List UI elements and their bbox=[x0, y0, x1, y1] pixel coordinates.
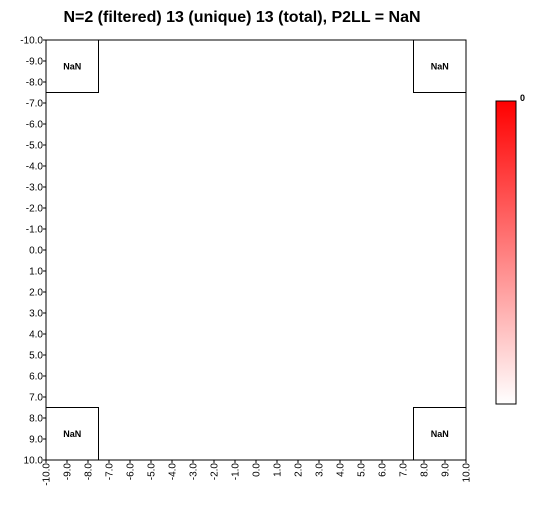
y-tick-label: 8.0 bbox=[29, 414, 43, 425]
x-tick-label: 9.0 bbox=[441, 463, 452, 477]
heatmap-cell-label: NaN bbox=[63, 429, 81, 439]
y-tick-label: -3.0 bbox=[26, 183, 44, 194]
x-tick-label: -3.0 bbox=[189, 463, 200, 481]
x-tick-label: 2.0 bbox=[294, 463, 305, 477]
x-tick-label: -8.0 bbox=[84, 463, 95, 481]
y-tick-label: 7.0 bbox=[29, 393, 43, 404]
heatmap-cell: NaN bbox=[413, 39, 467, 93]
x-tick-label: 1.0 bbox=[273, 463, 284, 477]
y-tick-label: 3.0 bbox=[29, 309, 43, 320]
heatmap-cell-label: NaN bbox=[63, 61, 81, 71]
x-tick-label: 7.0 bbox=[399, 463, 410, 477]
heatmap-cell: NaN bbox=[413, 407, 467, 461]
x-tick-label: 0.0 bbox=[252, 463, 263, 477]
heatmap-cell-rect bbox=[45, 39, 99, 93]
x-tick-label: 10.0 bbox=[462, 463, 473, 483]
heatmap-cell-rect bbox=[45, 407, 99, 461]
x-tick-label: 8.0 bbox=[420, 463, 431, 477]
x-tick-label: -9.0 bbox=[63, 463, 74, 481]
x-tick-label: 3.0 bbox=[315, 463, 326, 477]
x-tick-label: -2.0 bbox=[210, 463, 221, 481]
chart-title: N=2 (filtered) 13 (unique) 13 (total), P… bbox=[63, 9, 421, 26]
y-tick-label: 10.0 bbox=[24, 456, 44, 467]
x-axis: -10.0 -9.0 -8.0 -7.0 -6.0 -5.0 -4.0 -3.0 -2.0 -1.… bbox=[42, 460, 473, 486]
plot-area bbox=[45, 39, 467, 461]
colorbar-max-label: 0 bbox=[520, 93, 525, 103]
y-tick-label: 1.0 bbox=[29, 267, 43, 278]
heatmap-cell: NaN bbox=[45, 407, 99, 461]
y-axis: -10.0 -9.0 -8.0 -7.0 -6.0 -5.0 -4.0 -3.0 -2.0 -1.… bbox=[20, 36, 46, 467]
y-tick-label: -9.0 bbox=[26, 57, 44, 68]
y-tick-label: -2.0 bbox=[26, 204, 44, 215]
y-tick-label: 2.0 bbox=[29, 288, 43, 299]
y-tick-label: 0.0 bbox=[29, 246, 43, 257]
y-tick-label: -6.0 bbox=[26, 120, 44, 131]
x-tick-label: -4.0 bbox=[168, 463, 179, 481]
y-tick-label: 4.0 bbox=[29, 330, 43, 341]
x-tick-label: 6.0 bbox=[378, 463, 389, 477]
x-tick-label: -7.0 bbox=[105, 463, 116, 481]
colorbar bbox=[495, 100, 517, 405]
heatmap-cell: NaN bbox=[45, 39, 99, 93]
heatmap-cell-rect bbox=[413, 39, 467, 93]
y-tick-label: -4.0 bbox=[26, 162, 44, 173]
y-tick-label: -5.0 bbox=[26, 141, 44, 152]
x-tick-label: -1.0 bbox=[231, 463, 242, 481]
x-tick-label: -10.0 bbox=[42, 463, 53, 486]
y-tick-label: -1.0 bbox=[26, 225, 44, 236]
y-tick-label: 6.0 bbox=[29, 372, 43, 383]
x-tick-label: -6.0 bbox=[126, 463, 137, 481]
heatmap-cell-rect bbox=[413, 407, 467, 461]
x-tick-label: -5.0 bbox=[147, 463, 158, 481]
y-tick-label: 5.0 bbox=[29, 351, 43, 362]
heatmap-cell-label: NaN bbox=[431, 61, 449, 71]
x-tick-label: 4.0 bbox=[336, 463, 347, 477]
y-tick-label: -8.0 bbox=[26, 78, 44, 89]
y-tick-label: -10.0 bbox=[20, 36, 43, 47]
y-tick-label: 9.0 bbox=[29, 435, 43, 446]
x-tick-label: 5.0 bbox=[357, 463, 368, 477]
heatmap-cell-label: NaN bbox=[431, 429, 449, 439]
y-tick-label: -7.0 bbox=[26, 99, 44, 110]
